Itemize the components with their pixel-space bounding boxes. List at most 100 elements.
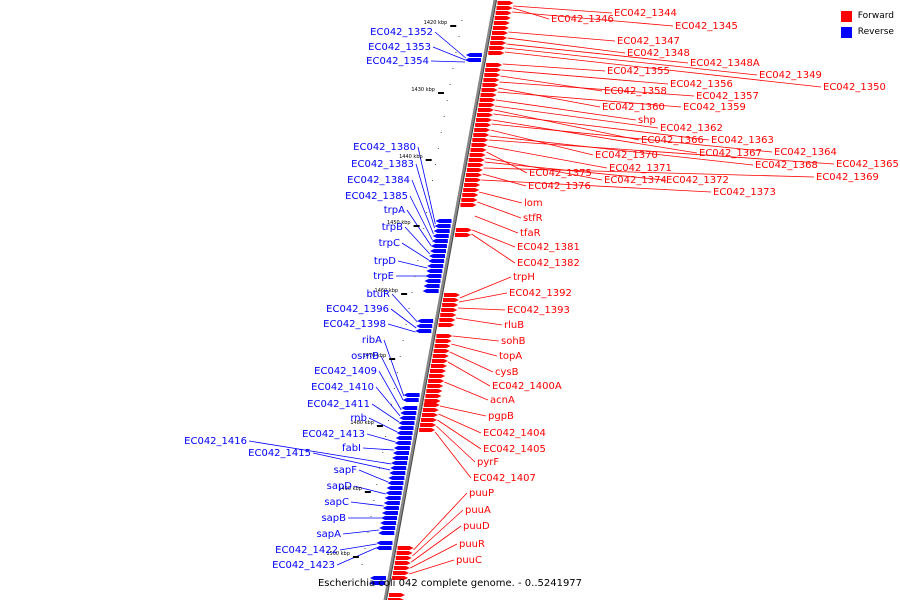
forward-gene-label-puuc[interactable]: puuC xyxy=(456,555,482,566)
forward-gene-label-ec042-1356[interactable]: EC042_1356 xyxy=(670,79,733,90)
reverse-gene-label-ec042-1383[interactable]: EC042_1383 xyxy=(351,159,414,170)
forward-gene-label-ec042-1392[interactable]: EC042_1392 xyxy=(509,288,572,299)
reverse-gene-label-osmb[interactable]: osmB xyxy=(351,351,379,362)
forward-gene-label-ec042-1360[interactable]: EC042_1360 xyxy=(602,102,665,113)
reverse-gene-label-ec042-1413[interactable]: EC042_1413 xyxy=(302,429,365,440)
forward-gene-label-ec042-1371[interactable]: EC042_1371 xyxy=(609,163,672,174)
forward-gene-label-ec042-1376[interactable]: EC042_1376 xyxy=(528,181,591,192)
forward-gene-label-ec042-1357[interactable]: EC042_1357 xyxy=(696,91,759,102)
reverse-gene-label-rnb[interactable]: rnb xyxy=(350,413,367,424)
reverse-gene-label-ec042-1398[interactable]: EC042_1398 xyxy=(323,319,386,330)
forward-gene-label-ec042-1373[interactable]: EC042_1373 xyxy=(713,187,776,198)
reverse-gene-label-ec042-1354[interactable]: EC042_1354 xyxy=(366,56,429,67)
forward-gene-label-ec042-1370[interactable]: EC042_1370 xyxy=(595,150,658,161)
forward-gene-label-ec042-1346[interactable]: EC042_1346 xyxy=(551,14,614,25)
forward-gene-label-ec042-1404[interactable]: EC042_1404 xyxy=(483,428,546,439)
forward-gene-label-ec042-1359[interactable]: EC042_1359 xyxy=(683,102,746,113)
forward-gene-label-ec042-1368[interactable]: EC042_1368 xyxy=(755,160,818,171)
forward-gene-label-puud[interactable]: puuD xyxy=(463,521,490,532)
forward-gene-label-cysb[interactable]: cysB xyxy=(495,367,519,378)
forward-gene-label-ec042-1349[interactable]: EC042_1349 xyxy=(759,70,822,81)
forward-gene-label-ec042-1367[interactable]: EC042_1367 xyxy=(699,148,762,159)
forward-gene-label-ec042-1372[interactable]: EC042_1372 xyxy=(666,175,729,186)
forward-gene-label-ec042-1347[interactable]: EC042_1347 xyxy=(617,36,680,47)
reverse-gene-label-ec042-1416[interactable]: EC042_1416 xyxy=(184,436,247,447)
reverse-gene-label-trpa[interactable]: trpA xyxy=(384,205,405,216)
reverse-gene-label-ec042-1384[interactable]: EC042_1384 xyxy=(347,175,410,186)
forward-gene-label-pgpb[interactable]: pgpB xyxy=(488,411,514,422)
reverse-gene-label-riba[interactable]: ribA xyxy=(362,335,382,346)
forward-gene-label-sohb[interactable]: sohB xyxy=(501,336,526,347)
reverse-gene-label-trpd[interactable]: trpD xyxy=(374,256,396,267)
forward-gene-label-rlub[interactable]: rluB xyxy=(504,320,524,331)
reverse-gene-label-ec042-1380[interactable]: EC042_1380 xyxy=(353,142,416,153)
reverse-gene-label-btur[interactable]: btuR xyxy=(366,289,390,300)
forward-gene-label-acna[interactable]: acnA xyxy=(490,395,515,406)
forward-gene-label-ec042-1400a[interactable]: EC042_1400A xyxy=(492,381,562,392)
forward-gene-label-puup[interactable]: puuP xyxy=(469,488,494,499)
reverse-gene-arrow xyxy=(428,259,445,263)
reverse-gene-label-trpb[interactable]: trpB xyxy=(382,222,403,233)
forward-gene-label-ec042-1393[interactable]: EC042_1393 xyxy=(507,305,570,316)
forward-gene-label-ec042-1366[interactable]: EC042_1366 xyxy=(641,135,704,146)
reverse-gene-label-trpc[interactable]: trpC xyxy=(379,238,400,249)
forward-gene-label-stfr[interactable]: stfR xyxy=(523,213,543,224)
reverse-gene-label-sapb[interactable]: sapB xyxy=(321,513,346,524)
reverse-gene-label-ec042-1422[interactable]: EC042_1422 xyxy=(275,545,338,556)
forward-gene-label-tfar[interactable]: tfaR xyxy=(520,228,541,239)
forward-gene-arrow xyxy=(474,128,491,132)
forward-gene-label-lom[interactable]: lom xyxy=(524,198,543,209)
reverse-gene-label-ec042-1423[interactable]: EC042_1423 xyxy=(272,560,335,571)
forward-gene-label-pyrf[interactable]: pyrF xyxy=(477,457,499,468)
forward-gene-label-ec042-1345[interactable]: EC042_1345 xyxy=(675,21,738,32)
forward-gene-label-ec042-1375[interactable]: EC042_1375 xyxy=(529,168,592,179)
leader-line xyxy=(434,31,466,59)
reverse-gene-label-trpe[interactable]: trpE xyxy=(373,271,394,282)
forward-gene-label-puua[interactable]: puuA xyxy=(465,505,491,516)
forward-gene-label-ec042-1348[interactable]: EC042_1348 xyxy=(627,48,690,59)
reverse-gene-arrow xyxy=(383,501,400,505)
reverse-gene-label-sapd[interactable]: sapD xyxy=(327,481,353,492)
forward-gene-label-ec042-1363[interactable]: EC042_1363 xyxy=(711,135,774,146)
forward-gene-label-ec042-1362[interactable]: EC042_1362 xyxy=(660,123,723,134)
leader-line xyxy=(456,317,503,326)
scale-dot xyxy=(437,148,439,149)
forward-gene-label-puur[interactable]: puuR xyxy=(459,539,485,550)
forward-gene-label-ec042-1407[interactable]: EC042_1407 xyxy=(473,473,536,484)
forward-gene-label-ec042-1369[interactable]: EC042_1369 xyxy=(816,172,879,183)
forward-gene-label-shp[interactable]: shp xyxy=(638,115,656,126)
forward-gene-arrow xyxy=(428,379,445,383)
reverse-gene-label-fabi[interactable]: fabI xyxy=(342,443,361,454)
reverse-gene-label-ec042-1411[interactable]: EC042_1411 xyxy=(307,399,370,410)
forward-gene-arrow xyxy=(393,566,410,570)
reverse-gene-label-ec042-1353[interactable]: EC042_1353 xyxy=(368,42,431,53)
reverse-gene-label-sapf[interactable]: sapF xyxy=(334,465,358,476)
reverse-gene-label-ec042-1385[interactable]: EC042_1385 xyxy=(345,191,408,202)
forward-gene-label-ec042-1348a[interactable]: EC042_1348A xyxy=(690,58,760,69)
forward-gene-label-trph[interactable]: trpH xyxy=(513,272,535,283)
forward-gene-label-ec042-1382[interactable]: EC042_1382 xyxy=(517,258,580,269)
reverse-gene-label-ec042-1396[interactable]: EC042_1396 xyxy=(326,304,389,315)
scale-dot xyxy=(443,116,445,117)
forward-gene-label-ec042-1355[interactable]: EC042_1355 xyxy=(607,66,670,77)
forward-gene-label-ec042-1364[interactable]: EC042_1364 xyxy=(774,147,837,158)
reverse-gene-label-sapc[interactable]: sapC xyxy=(324,497,349,508)
forward-gene-label-ec042-1405[interactable]: EC042_1405 xyxy=(483,444,546,455)
scale-dot xyxy=(396,372,398,373)
reverse-gene-label-ec042-1415[interactable]: EC042_1415 xyxy=(248,448,311,459)
reverse-gene-arrow xyxy=(387,481,404,485)
forward-gene-label-ec042-1350[interactable]: EC042_1350 xyxy=(823,82,886,93)
forward-gene-label-ec042-1365[interactable]: EC042_1365 xyxy=(836,159,899,170)
forward-gene-label-ec042-1381[interactable]: EC042_1381 xyxy=(517,242,580,253)
reverse-gene-label-ec042-1410[interactable]: EC042_1410 xyxy=(311,382,374,393)
reverse-gene-label-ec042-1409[interactable]: EC042_1409 xyxy=(314,366,377,377)
scale-dot xyxy=(361,564,363,565)
forward-gene-label-ec042-1358[interactable]: EC042_1358 xyxy=(604,86,667,97)
reverse-gene-label-ec042-1352[interactable]: EC042_1352 xyxy=(370,27,433,38)
forward-gene-label-ec042-1344[interactable]: EC042_1344 xyxy=(614,8,677,19)
reverse-gene-label-sapa[interactable]: sapA xyxy=(316,529,341,540)
forward-gene-label-ec042-1374[interactable]: EC042_1374 xyxy=(604,175,667,186)
leader-line xyxy=(488,139,835,165)
forward-gene-label-topa[interactable]: topA xyxy=(499,351,522,362)
